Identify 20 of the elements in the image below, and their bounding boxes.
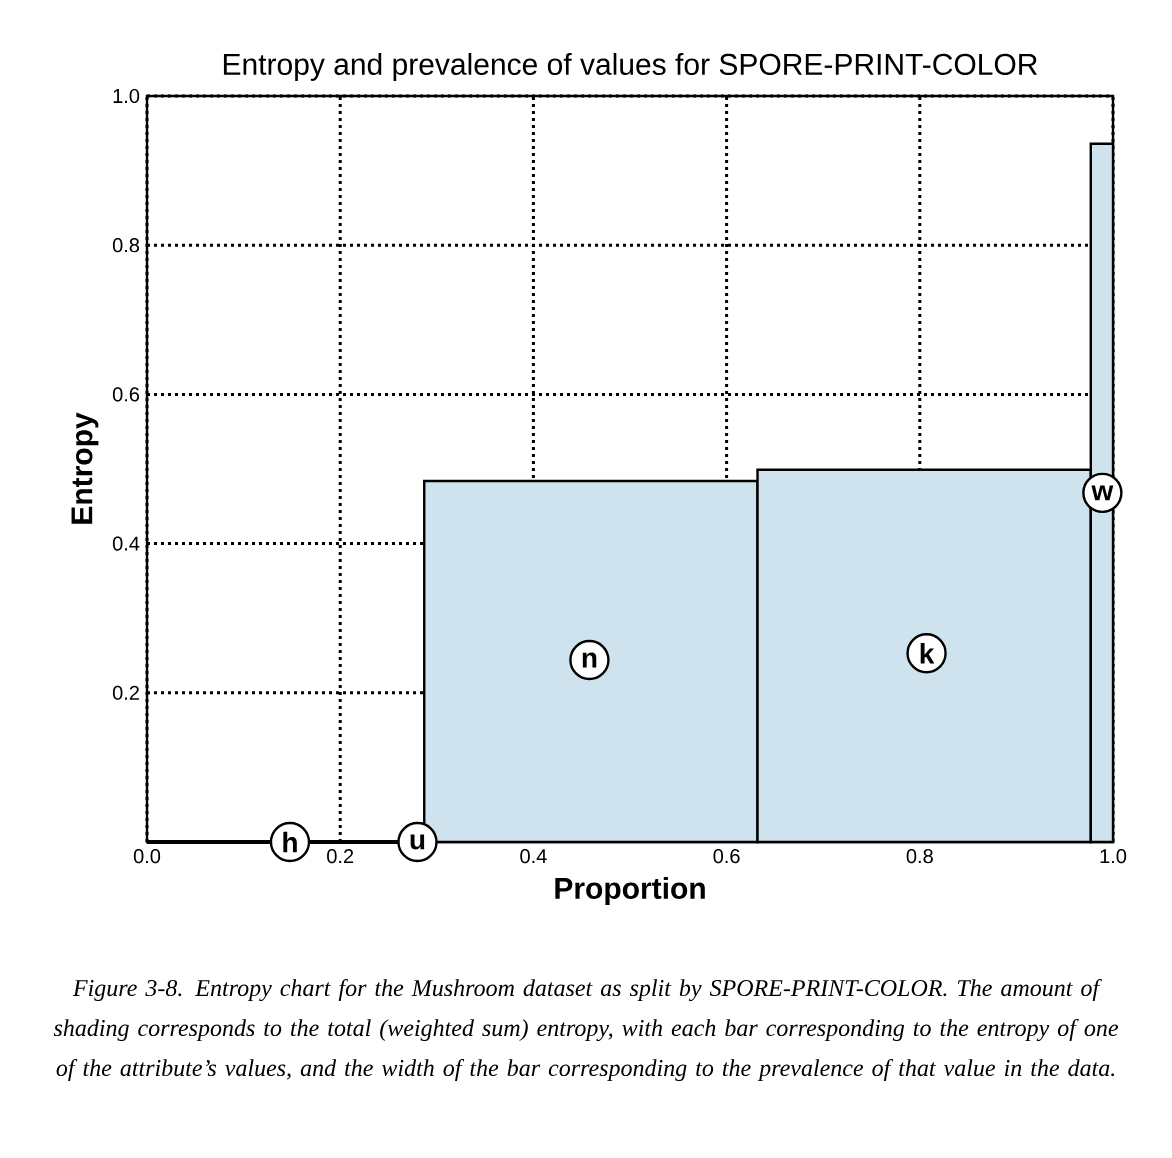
annotation: u [410, 834, 425, 850]
annotation: w [1091, 485, 1114, 501]
x-tick-label: 0.4 [520, 849, 547, 864]
x-axis-title: Proportion [555, 876, 705, 905]
x-tick-label: 0.0 [133, 849, 161, 864]
x-tick-label: 0.6 [713, 849, 740, 864]
chart-title: Entropy and prevalence of values for SPORE-PRINT-COLOR [223, 52, 1038, 81]
x-tick-label: 0.8 [906, 849, 933, 864]
text: Figure 3-8. Entropy chart for the Mushroom dataset as split by SPORE-PRINT-COLOR. The amount of shading corresponds to the total (weighted sum) entropy, with each bar corresponding to the entropy of one of the attribute’s values, and the width of the bar corresponding to the prevalence of that value in the data. [53, 978, 1118, 1081]
x-tick-label: 1.0 [1100, 849, 1127, 864]
annotation: n [582, 652, 597, 668]
x-tick-label: 0.2 [327, 849, 354, 864]
y-tick-label: 0.6 [112, 387, 140, 402]
y-tick-label: 0.8 [112, 238, 140, 253]
annotation: k [920, 643, 935, 664]
y-axis-title: Entropy [71, 412, 99, 524]
y-tick-label: 1.0 [113, 88, 140, 104]
annotation: h [283, 831, 297, 853]
y-tick-label: 0.4 [112, 536, 140, 551]
y-tick-label: 0.2 [112, 685, 139, 700]
